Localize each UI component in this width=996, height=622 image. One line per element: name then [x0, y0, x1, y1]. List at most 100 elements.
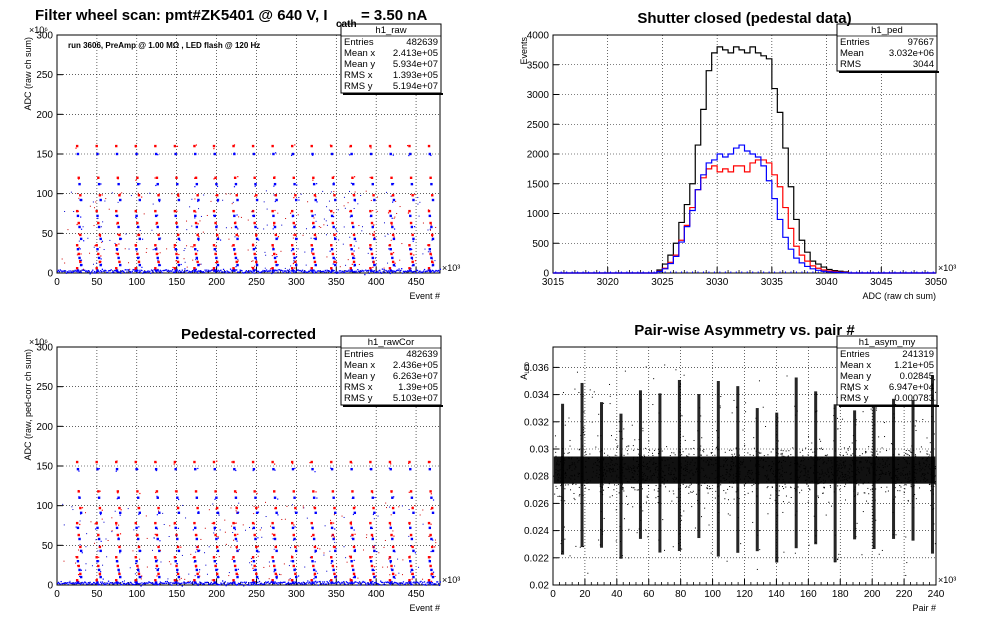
data-point — [310, 237, 312, 239]
data-point — [393, 228, 396, 230]
data-point — [216, 225, 218, 227]
data-point — [841, 466, 843, 468]
data-point — [767, 474, 769, 476]
data-point — [75, 582, 78, 584]
data-point — [193, 209, 196, 213]
data-point — [349, 216, 351, 218]
data-point — [781, 455, 783, 457]
data-point — [136, 537, 140, 541]
data-point — [856, 483, 858, 485]
data-point — [154, 209, 157, 213]
baseline-point — [165, 269, 168, 271]
data-point — [233, 467, 236, 471]
data-point — [836, 471, 838, 473]
data-point — [71, 506, 73, 508]
spike-up — [930, 375, 934, 471]
data-point — [115, 526, 119, 530]
spike-up — [677, 379, 681, 471]
data-point — [839, 463, 841, 465]
panel-1: 0 50 100 150 200 250 300 350 400 4500501001502002… — [23, 7, 460, 301]
data-point — [845, 475, 847, 477]
data-point — [787, 455, 789, 457]
baseline-point — [163, 269, 165, 272]
data-point — [351, 462, 353, 464]
baseline-point — [317, 584, 319, 586]
data-point — [77, 533, 80, 537]
y-axis-label: ADC (raw ch sum) — [23, 37, 33, 111]
data-point — [212, 209, 216, 213]
baseline-marker — [631, 271, 633, 273]
baseline-point — [107, 582, 109, 584]
data-point — [630, 478, 632, 480]
data-point — [372, 527, 374, 529]
data-point — [594, 462, 596, 464]
spike-up — [580, 382, 584, 471]
data-point — [683, 480, 685, 482]
data-point — [117, 201, 119, 203]
data-point — [747, 473, 749, 475]
y-axis-label: ADC (raw, ped-corr ch sum) — [23, 349, 33, 461]
data-point — [352, 193, 354, 196]
data-point — [412, 198, 415, 202]
data-point — [915, 455, 917, 457]
data-point — [99, 198, 102, 202]
data-point — [300, 193, 302, 195]
data-point — [119, 199, 122, 201]
data-point — [430, 573, 432, 575]
data-point — [116, 249, 118, 252]
data-point — [904, 466, 906, 468]
baseline-marker — [823, 271, 825, 273]
data-point — [897, 468, 899, 470]
baseline-point — [256, 270, 258, 273]
data-point — [652, 463, 654, 465]
data-point — [291, 248, 295, 251]
baseline-point — [79, 583, 82, 585]
data-point — [343, 516, 345, 518]
baseline-point — [122, 582, 125, 585]
data-point — [196, 233, 199, 237]
baseline-point — [436, 270, 438, 272]
data-point — [349, 521, 353, 525]
data-point — [137, 572, 141, 576]
data-point — [294, 572, 297, 576]
data-point — [97, 176, 100, 179]
data-point — [238, 502, 240, 504]
data-point — [692, 472, 694, 474]
data-point — [795, 490, 797, 492]
data-point — [683, 457, 685, 459]
baseline-point — [72, 270, 75, 273]
baseline-point — [376, 270, 378, 273]
data-point — [393, 217, 395, 219]
data-point — [376, 196, 378, 198]
data-point — [275, 549, 278, 553]
data-point — [925, 481, 927, 483]
data-point — [273, 571, 275, 573]
data-point — [427, 579, 431, 582]
data-point — [272, 467, 275, 471]
data-point — [431, 198, 435, 202]
baseline-point — [275, 270, 277, 272]
baseline-point — [300, 583, 302, 585]
data-point — [555, 485, 557, 487]
baseline-point — [301, 583, 304, 585]
baseline-point — [86, 271, 89, 273]
data-point — [667, 459, 669, 461]
baseline-point — [335, 581, 337, 584]
chart-title: Shutter closed (pedestal data) — [637, 10, 851, 27]
baseline-marker — [785, 271, 787, 273]
data-point — [908, 463, 910, 465]
data-point — [330, 467, 332, 469]
data-point — [755, 417, 757, 419]
data-point — [666, 446, 668, 448]
data-point — [413, 226, 416, 228]
data-point — [134, 146, 137, 148]
baseline-point — [277, 271, 279, 273]
data-point — [313, 272, 315, 274]
stats-row-label: RMS y — [344, 81, 373, 92]
data-point — [875, 488, 877, 490]
data-point — [351, 580, 354, 582]
data-point — [428, 152, 432, 156]
data-point — [176, 226, 178, 228]
data-point — [665, 486, 667, 488]
stats-row-value: 5.194e+07 — [393, 81, 438, 92]
